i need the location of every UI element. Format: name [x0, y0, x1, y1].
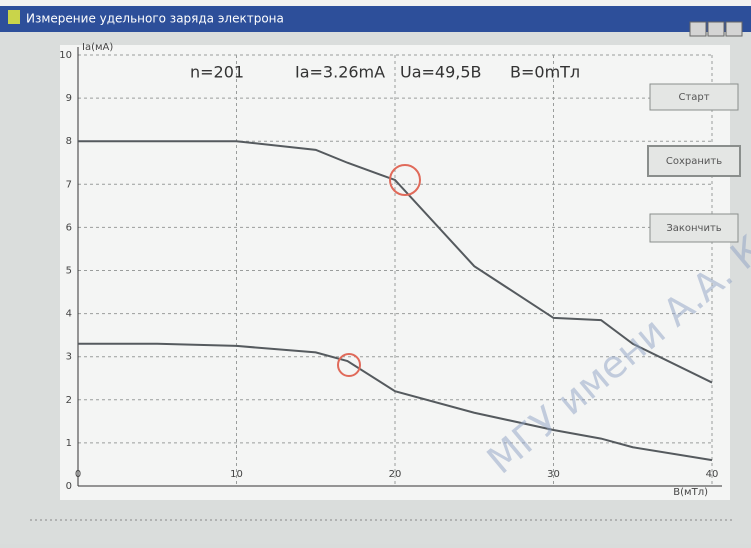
y-tick-label: 9: [66, 93, 72, 104]
y-tick-label: 3: [66, 352, 72, 363]
status-text: Ia=3.26mA: [295, 63, 385, 82]
button-label: Старт: [678, 92, 709, 103]
y-tick-label: 5: [66, 266, 72, 277]
y-tick-label: 6: [66, 222, 72, 233]
body: Измерение удельного заряда электрона 0 1 2…: [0, 0, 751, 544]
status-text: B=0mTл: [510, 63, 580, 82]
y-tick-label: 10: [59, 50, 72, 61]
y-tick-label: 7: [66, 179, 72, 190]
y-tick-label: 4: [66, 309, 72, 320]
screen: Измерение удельного заряда электрона 0 1 2…: [0, 0, 751, 544]
status-text: Ua=49,5B: [400, 63, 482, 82]
button-label: Сохранить: [666, 156, 722, 167]
button-label: Закончить: [666, 223, 721, 234]
maximize-button[interactable]: [708, 22, 724, 36]
top-edge: [0, 0, 751, 6]
y-tick-label: 2: [66, 395, 72, 406]
y-axis-label: Ia(мА): [82, 42, 113, 53]
close-button[interactable]: [726, 22, 742, 36]
y-tick-label: 1: [66, 438, 72, 449]
x-axis-label: B(мТл): [673, 487, 708, 498]
window-title: Измерение удельного заряда электрона: [26, 12, 284, 26]
status-text: n=201: [190, 63, 244, 82]
y-tick-label: 8: [66, 136, 72, 147]
page: {"window": {"title": "Измерение удельног…: [0, 0, 751, 544]
y-tick-label: 0: [66, 481, 72, 492]
minimize-button[interactable]: [690, 22, 706, 36]
app-icon: [8, 10, 20, 24]
